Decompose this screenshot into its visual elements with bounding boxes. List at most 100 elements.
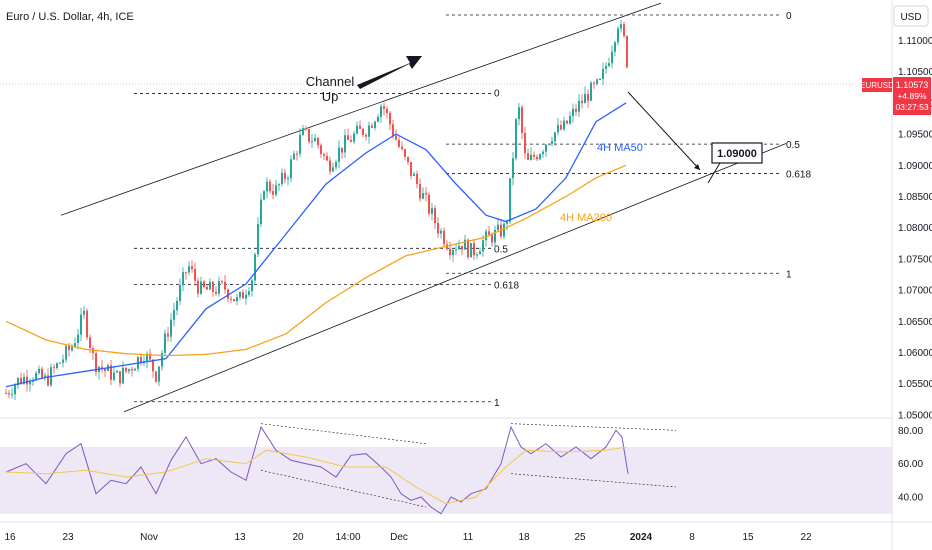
candle-body xyxy=(560,125,562,130)
candle-body xyxy=(53,367,55,369)
time-tick-label: 16 xyxy=(4,532,16,543)
time-tick-label: 8 xyxy=(689,532,695,543)
candle-body xyxy=(113,372,115,380)
time-tick-label: 18 xyxy=(518,532,530,543)
candle-body xyxy=(578,100,580,112)
time-tick-label: 22 xyxy=(800,532,812,543)
candle-body xyxy=(464,239,466,250)
candle-body xyxy=(17,377,19,386)
price-badge xyxy=(893,77,931,115)
candle-body xyxy=(44,375,46,378)
rsi-trend-line xyxy=(510,423,677,431)
price-tick-label: 1.10500 xyxy=(898,67,932,78)
rsi-tick-label: 60.00 xyxy=(898,459,923,470)
rsi-tick-label: 80.00 xyxy=(898,426,923,437)
candle-body xyxy=(392,124,394,136)
candle-body xyxy=(602,68,604,79)
candle-body xyxy=(338,147,340,162)
candle-body xyxy=(398,139,400,147)
candle-body xyxy=(197,280,199,294)
chart-title: Euro / U.S. Dollar, 4h, ICE xyxy=(6,11,134,23)
candle-body xyxy=(248,291,250,295)
candle-body xyxy=(302,128,304,136)
price-badge-countdown: 03:27:53 xyxy=(895,102,928,112)
candle-body xyxy=(179,285,181,301)
candle-body xyxy=(215,291,217,294)
currency-button[interactable] xyxy=(893,5,929,27)
candle-body xyxy=(395,135,397,140)
candle-body xyxy=(254,254,256,281)
candle-body xyxy=(188,266,190,273)
channel-label-line2: Up xyxy=(322,89,339,104)
candle-body xyxy=(404,149,406,157)
candle-body xyxy=(209,282,211,290)
candle-body xyxy=(326,155,328,161)
candle-body xyxy=(230,298,232,300)
ma200-line xyxy=(5,164,627,357)
candle-body xyxy=(71,347,73,351)
price-tick-label: 1.05500 xyxy=(898,379,932,390)
candle-body xyxy=(572,108,574,117)
projection-line xyxy=(627,91,701,171)
candle-body xyxy=(386,108,388,113)
candle-body xyxy=(170,319,172,337)
candle-body xyxy=(80,314,82,335)
moving-averages xyxy=(5,102,627,388)
candle-body xyxy=(41,368,43,378)
candle-body xyxy=(149,353,151,360)
candle-body xyxy=(155,371,157,382)
candle-body xyxy=(284,172,286,180)
candle-body xyxy=(311,141,313,143)
ma50-label: 4H MA50 xyxy=(597,142,643,154)
candle-body xyxy=(206,287,208,290)
symbol-badge xyxy=(862,78,892,92)
candle-body xyxy=(554,132,556,142)
candle-body xyxy=(449,248,451,256)
candle-body xyxy=(458,245,460,250)
time-axis: 16 23 Nov 13 20 14:00 Dec 11 18 25 2024 8 15 22 xyxy=(4,532,812,543)
candle-body xyxy=(539,154,541,160)
candle-body xyxy=(374,121,376,128)
price-tick-label: 1.06000 xyxy=(898,348,932,359)
candle-body xyxy=(605,66,607,69)
trend-arrow-icon xyxy=(357,56,422,89)
candle-body xyxy=(533,154,535,157)
candle-body xyxy=(359,125,361,129)
candle-body xyxy=(62,359,64,363)
candle-body xyxy=(59,362,61,364)
candle-body xyxy=(482,240,484,252)
candle-body xyxy=(128,369,130,372)
target-callout-pointer xyxy=(707,162,721,184)
candle-body xyxy=(407,156,409,163)
candle-body xyxy=(233,299,235,302)
candle-body xyxy=(47,375,49,386)
candle-body xyxy=(95,353,97,373)
candle-body xyxy=(518,107,520,120)
candle-body xyxy=(89,337,91,349)
price-badge-change: +4.89% xyxy=(897,91,927,101)
candle-body xyxy=(437,222,439,234)
candle-body xyxy=(593,82,595,84)
candle-body xyxy=(599,78,601,80)
candle-body xyxy=(536,156,538,160)
candle-body xyxy=(269,181,271,192)
candle-body xyxy=(290,159,292,179)
time-tick-label: 14:00 xyxy=(335,532,360,543)
candle-body xyxy=(323,154,325,156)
candle-body xyxy=(473,243,475,256)
candle-body xyxy=(191,266,193,270)
candle-body xyxy=(251,280,253,292)
candle-body xyxy=(614,42,616,52)
candle-body xyxy=(320,145,322,155)
candle-body xyxy=(506,221,508,224)
time-tick-label: 23 xyxy=(62,532,74,543)
candle-body xyxy=(512,158,514,179)
candle-body xyxy=(455,249,457,251)
candle-body xyxy=(203,281,205,288)
channel-upper-line xyxy=(60,2,662,216)
candle-body xyxy=(476,254,478,256)
candle-body xyxy=(86,310,88,338)
fib-left-level-label: 0.618 xyxy=(494,280,519,291)
candle-body xyxy=(587,93,589,101)
candle-body xyxy=(419,184,421,199)
